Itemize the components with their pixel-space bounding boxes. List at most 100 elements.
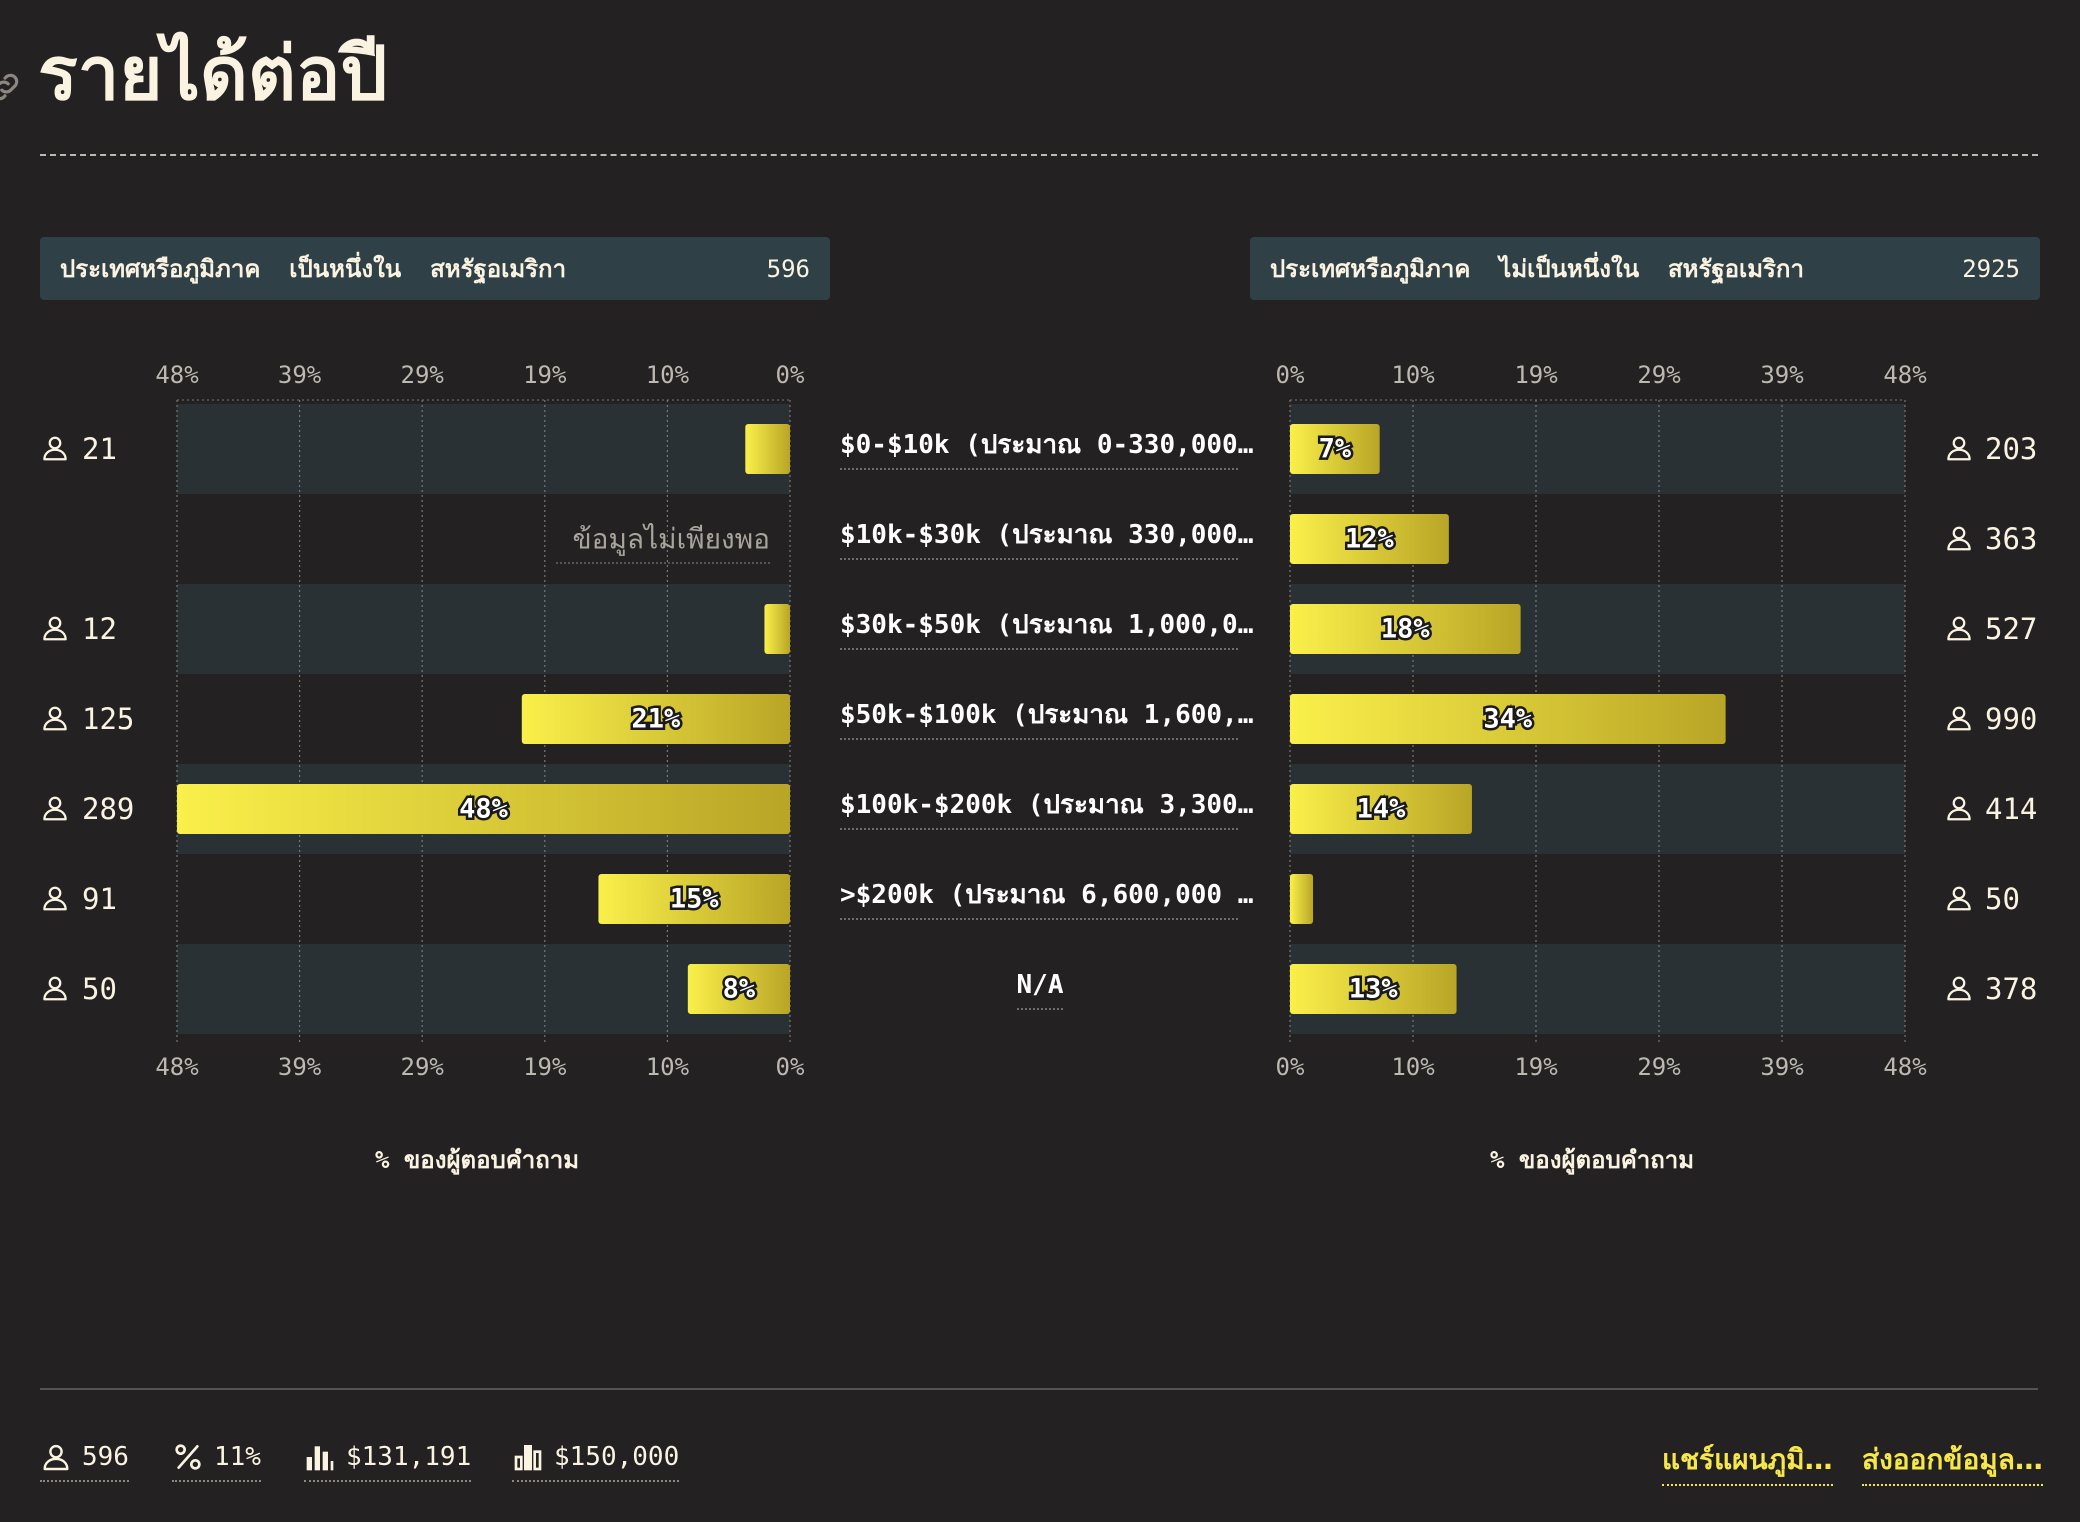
tick-label-top-right: 0% [1276,361,1305,389]
row-band-left [177,404,790,494]
bar-right [1290,604,1521,654]
person-icon [40,1441,72,1473]
row-band-right [1290,404,1905,494]
person-icon [43,616,67,641]
count-right: 990 [1985,702,2037,736]
bar-left [521,694,790,744]
bar-label-right: 18% [1381,614,1431,645]
bar-right [1290,514,1449,564]
count-left: 21 [82,432,117,466]
bar-left [745,424,790,474]
right-panel-count: 2925 [1962,254,2020,283]
tick-label-bottom-left: 48% [155,1053,199,1081]
bar-chart-median-icon [514,1445,542,1471]
category-label: $10k-$30k (ประมาณ 330,000… [840,520,1253,550]
tick-label-bottom-left: 0% [776,1053,805,1081]
respondents-stat[interactable]: 596 [40,1436,129,1482]
bar-label-left: 21% [632,704,682,735]
median-value: $150,000 [554,1442,680,1472]
export-data-button[interactable]: ส่งออกข้อมูล… [1862,1438,2043,1486]
tick-label-bottom-right: 0% [1276,1053,1305,1081]
bar-label-right: 13% [1349,974,1399,1005]
bar-label-right: 34% [1483,704,1533,735]
bar-left [598,874,790,924]
median-stat[interactable]: $150,000 [512,1436,680,1482]
category-label: $50k-$100k (ประมาณ 1,600,… [840,700,1253,730]
tick-label-bottom-right: 10% [1391,1053,1435,1081]
category-label: $0-$10k (ประมาณ 0-330,000… [840,430,1253,460]
percent-stat[interactable]: 11% [172,1436,261,1482]
tick-label-top-right: 10% [1391,361,1435,389]
bar-right [1290,874,1314,924]
count-left: 12 [82,612,117,646]
tick-label-bottom-left: 19% [523,1053,567,1081]
row-band-left [177,584,790,674]
mean-stat[interactable]: $131,191 [304,1436,472,1482]
count-right: 378 [1985,972,2037,1006]
bar-label-left: 8% [723,974,756,1005]
insufficient-data-note: ข้อมูลไม่เพียงพอ [573,523,771,557]
person-icon [1947,526,1971,551]
left-panel-count: 596 [766,254,810,283]
bar-left [177,784,790,834]
bar-left [687,964,790,1014]
tick-label-top-right: 48% [1883,361,1927,389]
category-label: N/A [1017,970,1064,1000]
page-title: รายได้ต่อปี [38,31,388,117]
mean-value: $131,191 [346,1442,472,1472]
bar-right [1290,424,1380,474]
tick-label-top-left: 29% [401,361,445,389]
tick-label-bottom-left: 10% [646,1053,690,1081]
tick-label-top-left: 10% [646,361,690,389]
tick-label-top-left: 0% [776,361,805,389]
tick-label-bottom-left: 29% [401,1053,445,1081]
bar-label-right: 7% [1319,434,1352,465]
link-icon[interactable] [0,68,24,106]
share-chart-button[interactable]: แชร์แผนภูมิ… [1662,1438,1833,1486]
right-panel-header: ประเทศหรือภูมิภาค ไม่เป็นหนึ่งใน สหรัฐอเ… [1250,237,2040,300]
respondents-value: 596 [82,1442,129,1472]
tick-label-bottom-right: 39% [1760,1053,1804,1081]
person-icon [43,706,67,731]
left-panel-label: ประเทศหรือภูมิภาค เป็นหนึ่งใน สหรัฐอเมริ… [60,255,567,283]
count-left: 50 [82,972,117,1006]
tick-label-bottom-left: 39% [278,1053,322,1081]
tick-label-top-right: 39% [1760,361,1804,389]
tick-label-bottom-right: 48% [1883,1053,1927,1081]
footer-divider [40,1388,2038,1390]
right-panel-label: ประเทศหรือภูมิภาค ไม่เป็นหนึ่งใน สหรัฐอเ… [1270,255,1804,283]
count-right: 527 [1985,612,2037,646]
person-icon [43,436,67,461]
bar-left [764,604,790,654]
person-icon [1947,616,1971,641]
left-panel-header: ประเทศหรือภูมิภาค เป็นหนึ่งใน สหรัฐอเมริ… [40,237,830,300]
bar-right [1290,694,1726,744]
percent-value: 11% [214,1442,261,1472]
right-x-axis-title: % ของผู้ตอบคำถาม [1490,1146,1695,1174]
bar-right [1290,964,1457,1014]
count-right: 50 [1985,882,2020,916]
person-icon [43,886,67,911]
count-right: 414 [1985,792,2037,826]
percent-icon [175,1444,201,1470]
person-icon [1947,886,1971,911]
person-icon [1947,706,1971,731]
bar-chart-mean-icon [306,1446,334,1471]
bar-label-right: 12% [1345,524,1395,555]
category-label: $30k-$50k (ประมาณ 1,000,0… [840,610,1253,640]
tick-label-top-left: 48% [155,361,199,389]
person-icon [1947,436,1971,461]
bar-label-left: 48% [459,794,509,825]
tick-label-top-left: 39% [278,361,322,389]
person-icon [1947,976,1971,1001]
count-left: 289 [82,792,134,826]
count-right: 363 [1985,522,2037,556]
tick-label-top-left: 19% [523,361,567,389]
count-right: 203 [1985,432,2037,466]
category-label: $100k-$200k (ประมาณ 3,300… [840,790,1253,820]
category-label: >$200k (ประมาณ 6,600,000 … [840,880,1253,910]
tick-label-bottom-right: 29% [1637,1053,1681,1081]
title-divider [40,154,2038,156]
tick-label-top-right: 29% [1637,361,1681,389]
